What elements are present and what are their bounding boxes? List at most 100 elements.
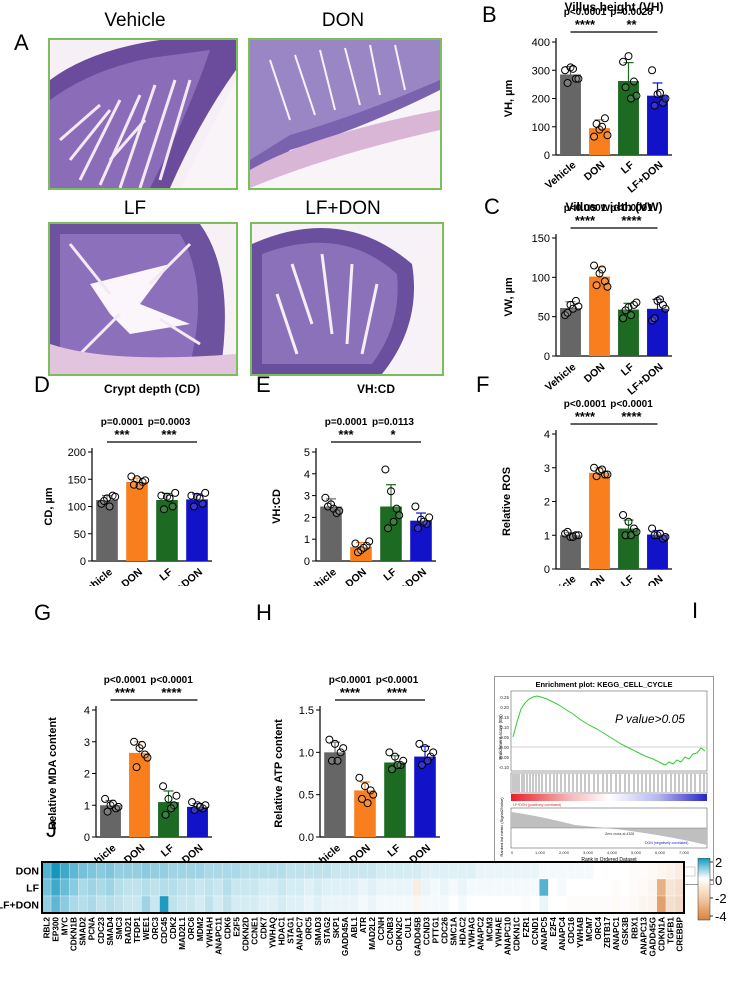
panel-letter-g: G	[34, 600, 52, 625]
data-point	[101, 794, 110, 803]
data-point	[621, 531, 630, 540]
data-point	[619, 314, 628, 323]
p-value-label: p<0.0001	[329, 675, 372, 686]
colorbar-tick-label: 0	[715, 873, 722, 888]
heatmap-cell	[503, 895, 513, 914]
data-point	[365, 537, 374, 546]
bar-vehicle	[96, 499, 118, 561]
gsea-zero-cross: Zero cross at 4328	[605, 832, 634, 836]
chart-title: Crypt depth (CD)	[104, 382, 200, 396]
heatmap-cell	[168, 878, 179, 897]
heatmap-cell	[96, 878, 106, 897]
colorbar	[697, 858, 711, 921]
heatmap-cell	[159, 861, 170, 880]
heatmap-cell	[68, 861, 79, 880]
panel-letter-c: C	[484, 194, 500, 219]
y-tick-label: 2	[84, 769, 90, 781]
heatmap-cell	[249, 861, 260, 880]
y-axis-label: CD, µm	[43, 487, 55, 525]
y-tick-label: 1.0	[299, 747, 314, 759]
heatmap-column-label: MYC	[61, 917, 70, 935]
heatmap-cell	[475, 878, 486, 897]
heatmap-cell	[503, 878, 513, 897]
data-point	[141, 476, 150, 485]
heatmap-cell	[68, 878, 79, 897]
data-point	[417, 761, 426, 770]
heatmap-cell	[638, 895, 649, 914]
p-value-label: p<0.0001	[564, 7, 607, 18]
data-point	[171, 488, 180, 497]
heatmap-cell	[358, 878, 368, 897]
heatmap-cell	[584, 878, 595, 897]
heatmap-column-label: CDKN2D	[241, 917, 250, 951]
heatmap-cell	[313, 895, 323, 914]
heatmap-column-label: SMAD4	[106, 917, 115, 946]
heatmap-column-label: SMAD3	[314, 917, 323, 946]
data-point	[389, 517, 398, 526]
heatmap-column-label: CDK6	[223, 917, 232, 940]
heatmap-column-label: SKP1	[332, 917, 341, 939]
data-point	[103, 807, 112, 816]
bar-lf-don	[186, 499, 208, 561]
gsea-plot-svg: Enrichment plot: KEGG_CELL_CYCLE Enrichm…	[498, 680, 708, 877]
data-point	[563, 527, 572, 536]
heatmap-cell	[602, 895, 613, 914]
y-tick-label: 3	[84, 737, 90, 749]
y-tick-label: 3	[304, 491, 310, 503]
x-tick-label: Vehicle	[543, 159, 579, 192]
data-point	[325, 735, 334, 744]
data-point	[167, 804, 176, 813]
heatmap-column-label: MAD2L1	[178, 917, 187, 950]
y-tick-label: 0	[544, 564, 550, 576]
heatmap-cell	[78, 895, 88, 914]
data-point	[391, 752, 399, 761]
heatmap-cell	[674, 861, 685, 880]
bar-lf-don	[647, 95, 668, 155]
heatmap-cell	[59, 878, 70, 897]
x-tick-label: LF	[157, 566, 175, 584]
heatmap-column-label: GADD45G	[648, 917, 657, 957]
heatmap-cell	[493, 861, 504, 880]
data-point	[381, 465, 390, 474]
heatmap-column-label: CDC23	[97, 917, 106, 944]
heatmap-cell	[41, 861, 52, 880]
heatmap-column-label: SMC1A	[449, 917, 458, 946]
heatmap-column-label: ORC5	[305, 917, 314, 940]
x-tick-label: LF	[619, 573, 637, 586]
heatmap-cell	[656, 895, 667, 914]
heatmap-cell	[177, 878, 188, 897]
data-point	[327, 756, 336, 765]
data-point	[632, 298, 641, 307]
heatmap-column-label: STAG2	[323, 917, 332, 944]
gsea-enrichment-curve	[512, 695, 706, 766]
y-tick-label: 100	[532, 272, 550, 284]
gsea-xlabel: Rank in Ordered Dataset	[581, 857, 637, 863]
histology-image-vehicle	[48, 38, 238, 190]
data-point	[566, 300, 575, 309]
heatmap-cell	[258, 895, 269, 914]
bar-vehicle	[560, 308, 581, 356]
data-point	[411, 502, 420, 511]
data-point	[571, 74, 580, 83]
heatmap-column-label: PTTG1	[431, 917, 440, 944]
heatmap-column-label: GSK3B	[621, 917, 630, 945]
data-point	[598, 265, 607, 274]
y-tick-label: 3	[544, 463, 550, 475]
heatmap-cell	[322, 861, 332, 880]
y-tick-label: 1	[544, 530, 550, 542]
gsea-ylabel-es: Enrichment score (ES)	[498, 714, 503, 760]
heatmap-column-label: ANAPC13	[639, 917, 648, 956]
heatmap-column-label: CUL1	[404, 917, 413, 939]
y-tick-label: 50	[538, 312, 550, 324]
heatmap-cell	[557, 861, 567, 880]
heatmap-cell	[575, 878, 585, 897]
heatmap-cell	[466, 878, 477, 897]
bar-lf	[384, 762, 406, 837]
heatmap-cell	[78, 861, 88, 880]
p-value-label: p<0.0001	[150, 675, 193, 686]
heatmap-cell	[195, 861, 206, 880]
significance-stars: ****	[387, 685, 408, 700]
significance-stars: ***	[161, 427, 177, 442]
data-point	[395, 511, 404, 520]
